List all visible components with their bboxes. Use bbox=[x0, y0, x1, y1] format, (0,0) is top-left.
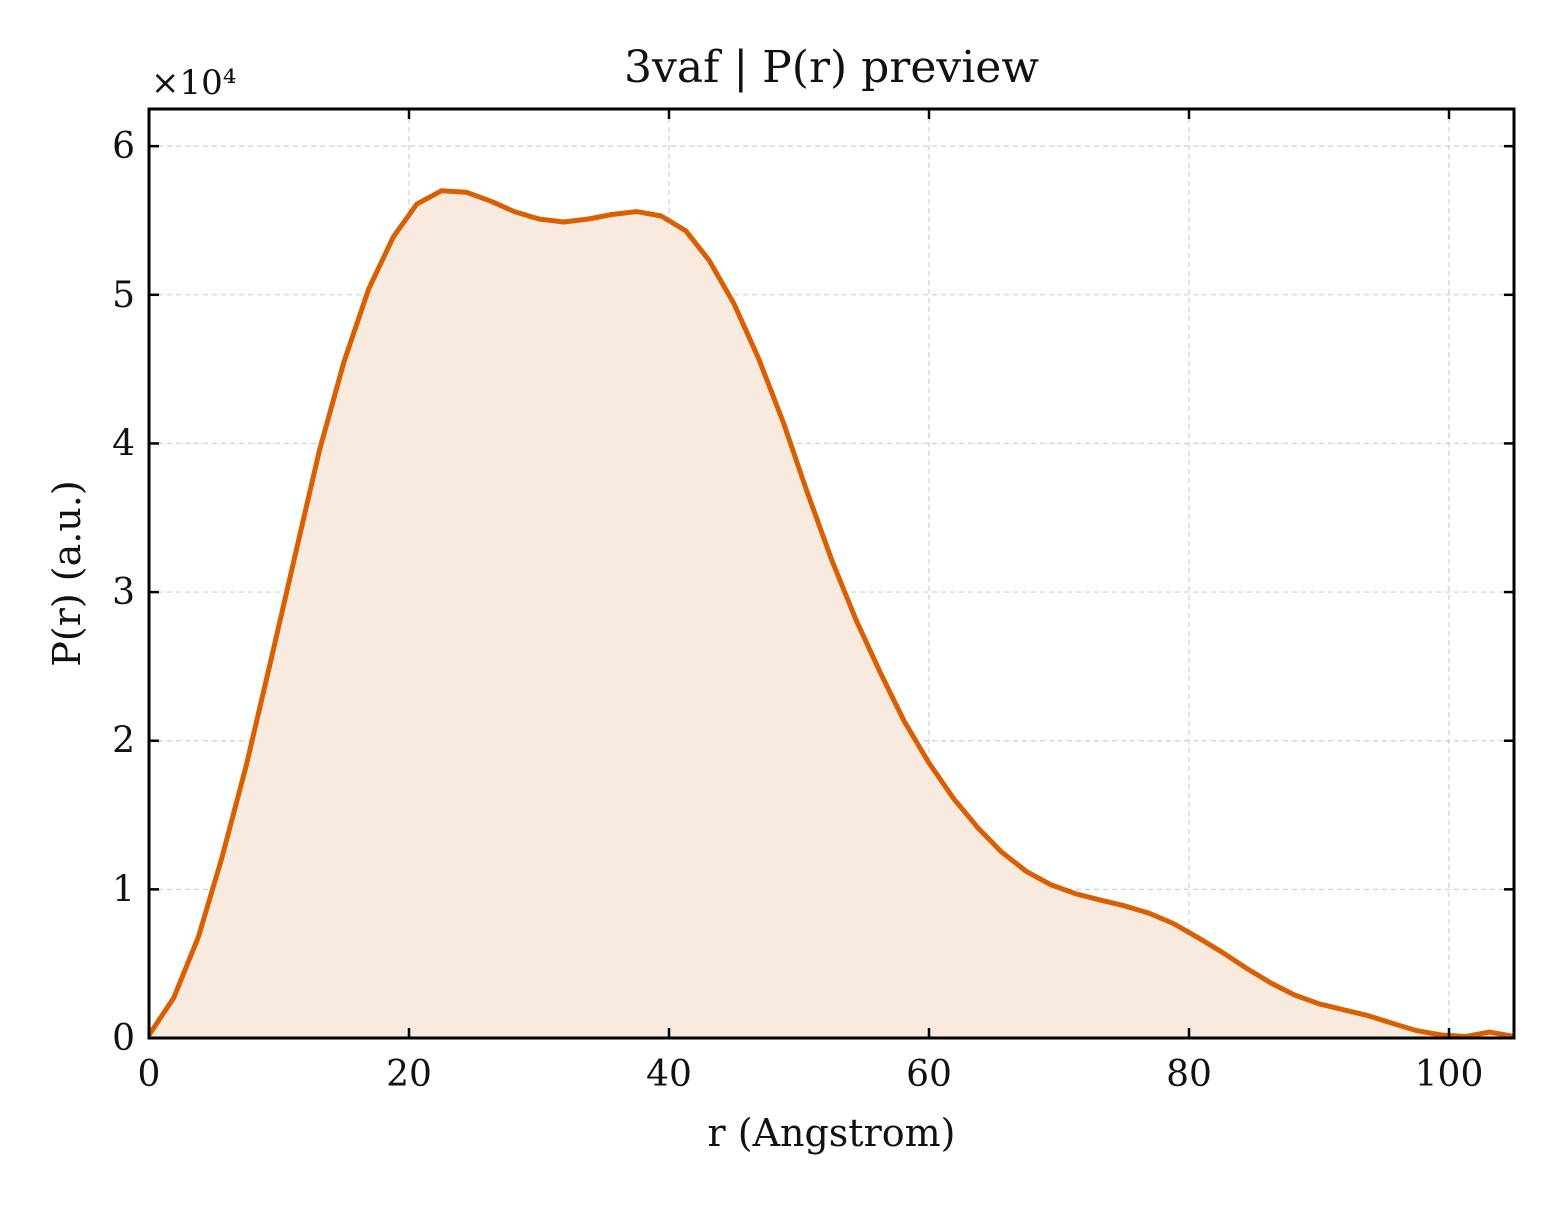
series-area-fill bbox=[149, 190, 1514, 1039]
x-tick-label: 20 bbox=[386, 1054, 432, 1095]
plot-frame bbox=[147, 107, 1516, 1040]
y-tick-label: 6 bbox=[112, 126, 135, 167]
chart-title: 3vaf | P(r) preview bbox=[624, 42, 1039, 93]
y-axis-multiplier: ×10⁴ bbox=[151, 63, 236, 103]
y-tick-label: 1 bbox=[112, 869, 135, 910]
series-layer bbox=[146, 188, 1515, 1039]
series-line bbox=[146, 188, 1515, 1039]
x-tick-label: 100 bbox=[1415, 1054, 1484, 1095]
ticks: 0 20 40 60 80 100 0 1 2 3 4 5 6 bbox=[112, 109, 1514, 1095]
x-tick-label: 60 bbox=[906, 1054, 952, 1095]
y-tick-label: 3 bbox=[112, 572, 135, 613]
y-tick-label: 5 bbox=[112, 275, 135, 316]
y-axis-label: P(r) (a.u.) bbox=[45, 480, 89, 666]
y-tick-label: 0 bbox=[112, 1018, 135, 1059]
y-tick-label: 4 bbox=[112, 423, 135, 464]
x-tick-label: 40 bbox=[646, 1054, 692, 1095]
x-axis-label: r (Angstrom) bbox=[708, 1111, 956, 1155]
y-tick-label: 2 bbox=[112, 721, 135, 762]
x-tick-label: 80 bbox=[1166, 1054, 1212, 1095]
x-tick-label: 0 bbox=[138, 1054, 161, 1095]
